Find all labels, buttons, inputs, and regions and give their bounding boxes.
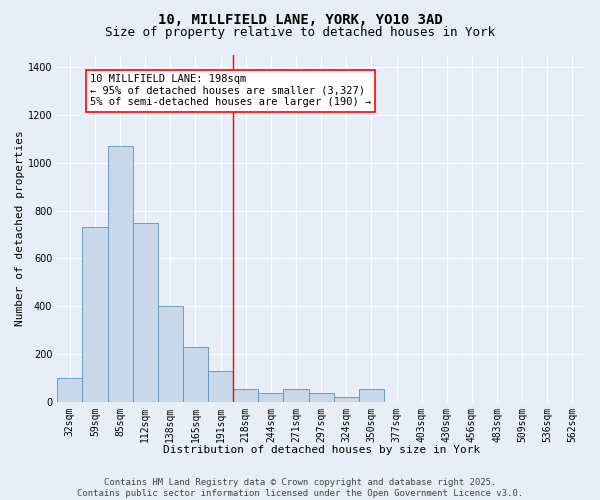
Bar [107,146,133,402]
Bar [183,347,208,402]
Text: 10 MILLFIELD LANE: 198sqm
← 95% of detached houses are smaller (3,327)
5% of sem: 10 MILLFIELD LANE: 198sqm ← 95% of detac… [90,74,371,108]
Bar [233,389,259,402]
Bar [158,306,183,402]
Bar [308,392,334,402]
Y-axis label: Number of detached properties: Number of detached properties [15,130,25,326]
Bar [359,389,384,402]
Text: Contains HM Land Registry data © Crown copyright and database right 2025.
Contai: Contains HM Land Registry data © Crown c… [77,478,523,498]
Bar [57,378,82,402]
Text: Size of property relative to detached houses in York: Size of property relative to detached ho… [105,26,495,39]
Text: 10, MILLFIELD LANE, YORK, YO10 3AD: 10, MILLFIELD LANE, YORK, YO10 3AD [158,12,442,26]
Bar [82,228,107,402]
X-axis label: Distribution of detached houses by size in York: Distribution of detached houses by size … [163,445,480,455]
Bar [208,371,233,402]
Bar [334,398,359,402]
Bar [259,392,283,402]
Bar [133,222,158,402]
Bar [283,389,308,402]
